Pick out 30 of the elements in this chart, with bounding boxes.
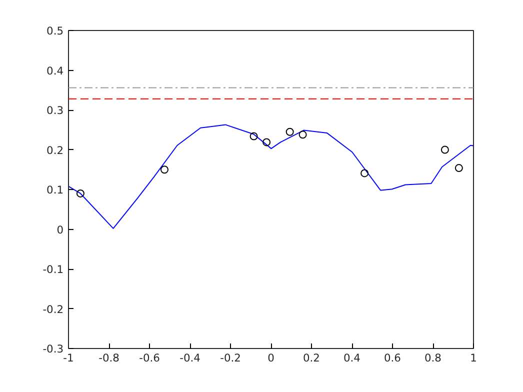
line-series	[68, 124, 474, 229]
point	[286, 128, 294, 136]
x-tick-label: 0.4	[344, 352, 361, 364]
y-tick-label: 0.2	[46, 144, 64, 157]
x-tick-label: -1	[63, 352, 74, 364]
point	[298, 130, 307, 139]
x-tick-label: -0.6	[139, 352, 160, 364]
x-tick-label: -0.8	[98, 352, 120, 364]
point	[250, 132, 258, 140]
x-tick-label: 0.8	[424, 352, 442, 364]
point	[440, 146, 449, 154]
y-tick-label: -0.3	[42, 342, 64, 356]
x-tick-label: 1	[470, 352, 477, 364]
x-tick-label: -0.4	[180, 352, 201, 364]
point	[262, 138, 271, 146]
x-tick-label: 0.6	[384, 352, 402, 364]
y-tick-label: -0.1	[42, 263, 64, 276]
x-tick-label: 0	[268, 352, 275, 364]
y-tick-label: -0.2	[42, 302, 64, 316]
y-tick-label: 0.4	[46, 64, 64, 78]
point	[360, 169, 369, 178]
point	[454, 164, 463, 172]
x-tick-label: -0.2	[220, 352, 241, 364]
point	[76, 189, 84, 198]
point	[160, 166, 168, 174]
x-tick-label: 0.2	[303, 352, 320, 364]
y-tick-label: 0.1	[46, 184, 64, 196]
y-tick-label: 0	[56, 223, 64, 236]
y-tick-label: 0.5	[46, 24, 64, 38]
y-tick-label: 0.3	[46, 104, 64, 117]
